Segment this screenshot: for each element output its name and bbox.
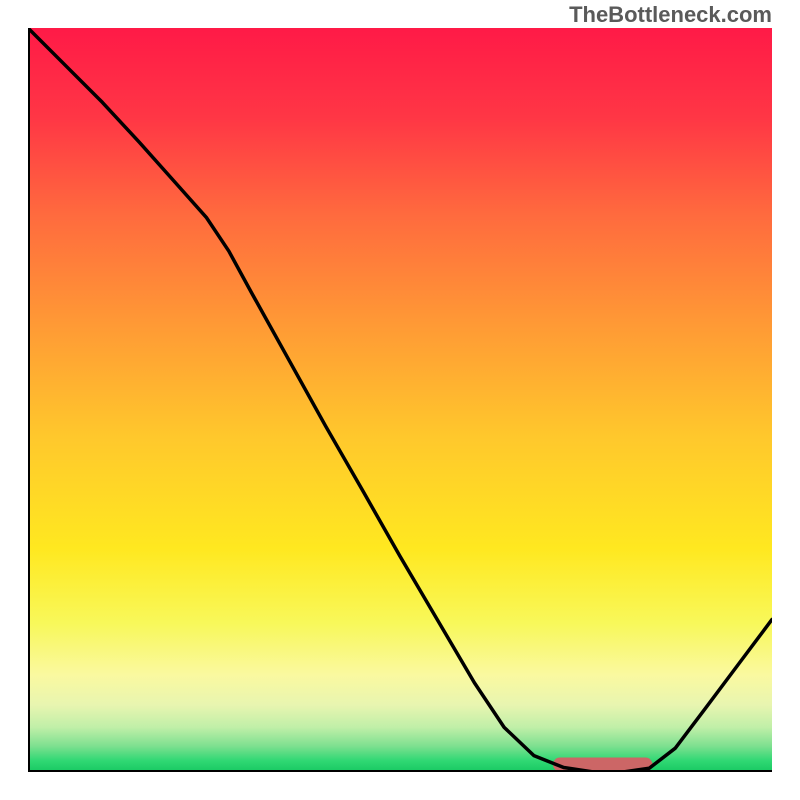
watermark-text: TheBottleneck.com	[569, 2, 772, 28]
chart-container: TheBottleneck.com	[0, 0, 800, 800]
plot-area	[28, 28, 772, 772]
gradient-background	[28, 28, 772, 772]
chart-svg	[28, 28, 772, 772]
